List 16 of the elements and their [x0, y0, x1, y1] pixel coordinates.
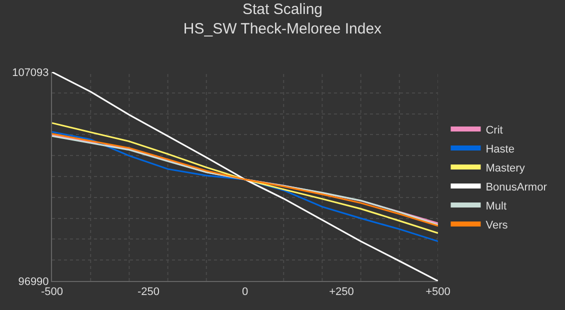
- chart-title: Stat Scaling: [242, 0, 323, 18]
- legend-label: Vers: [486, 219, 508, 232]
- x-tick-label: +500: [426, 286, 450, 298]
- y-tick-label: 96990: [18, 276, 49, 288]
- chart-subtitle: HS_SW Theck-Meloree Index: [183, 20, 382, 38]
- legend-label: Mult: [486, 200, 506, 212]
- line-series: [52, 72, 438, 281]
- x-tick-label: -500: [40, 286, 64, 298]
- legend-label: Crit: [486, 124, 503, 136]
- y-tick-label: 107093: [12, 66, 49, 79]
- x-tick-label: +250: [329, 286, 354, 298]
- legend-label: Mastery: [486, 162, 526, 174]
- legend-label: Haste: [486, 143, 514, 156]
- x-tick-label: 0: [242, 286, 248, 298]
- legend-label: BonusArmor: [486, 181, 548, 194]
- x-tick-label: -250: [137, 286, 160, 298]
